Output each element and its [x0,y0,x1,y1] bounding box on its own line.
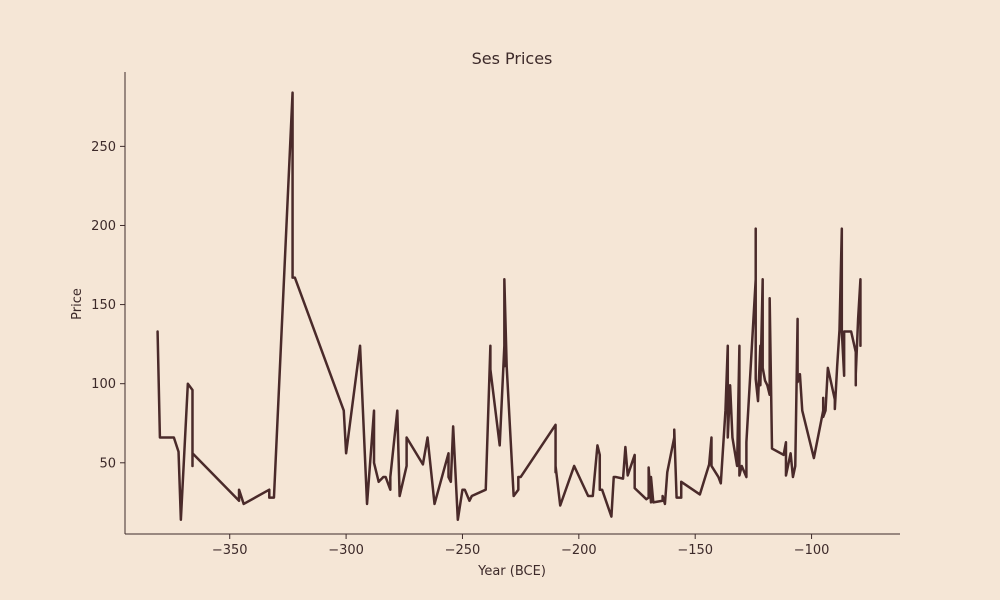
x-tick-label: −200 [561,543,597,558]
x-tick-label: −350 [212,543,248,558]
x-tick-label: −300 [328,543,364,558]
series-line [156,91,862,522]
x-tick-label: −250 [445,543,481,558]
y-tick-label: 100 [91,377,116,392]
y-tick-label: 50 [99,456,116,471]
y-axis-label: Price [70,288,85,320]
y-axis-ticks: 50 100 150 200 250 [91,140,125,471]
series-layer [156,91,862,522]
x-tick-label: −100 [794,543,830,558]
x-tick-label: −150 [677,543,713,558]
y-tick-label: 250 [91,140,116,155]
chart-title: Ses Prices [472,49,553,68]
x-axis-label: Year (BCE) [477,564,546,579]
x-axis-ticks: −350 −300 −250 −200 −150 −100 [212,534,830,558]
y-tick-label: 150 [91,298,116,313]
y-tick-label: 200 [91,219,116,234]
